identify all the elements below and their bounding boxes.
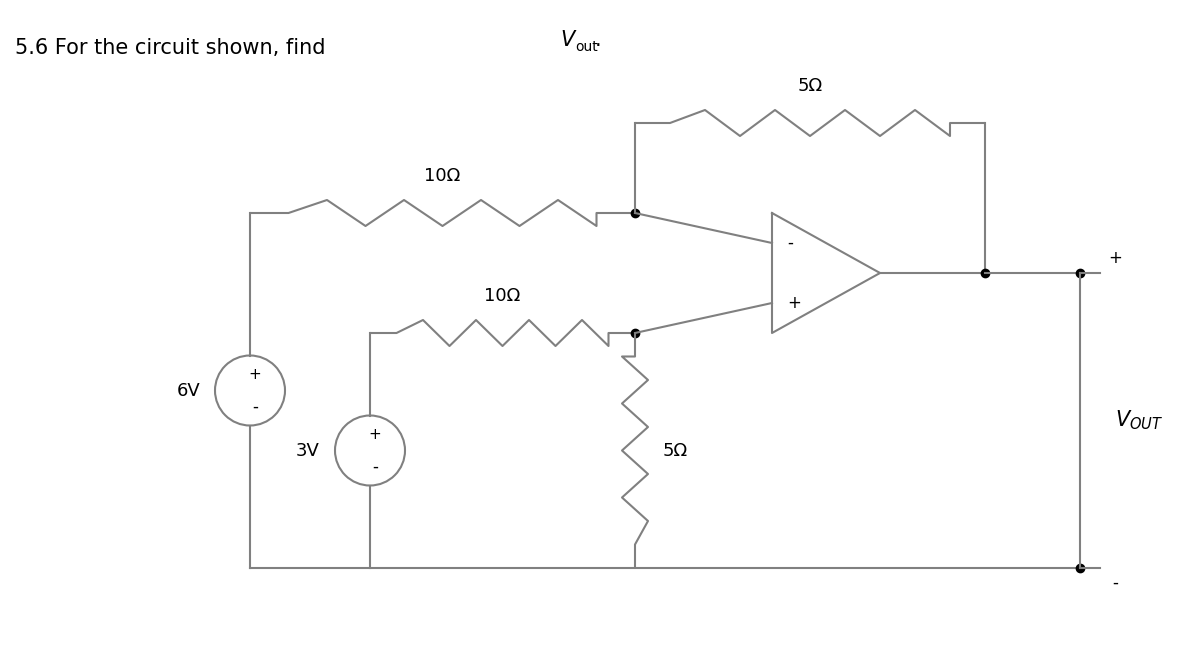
Text: 6V: 6V <box>176 381 200 399</box>
Text: 3V: 3V <box>296 442 320 460</box>
Text: out: out <box>575 40 598 54</box>
Text: 5.6 For the circuit shown, find: 5.6 For the circuit shown, find <box>14 38 332 58</box>
Text: +: + <box>1108 249 1122 267</box>
Text: V: V <box>560 30 575 50</box>
Text: +: + <box>248 367 262 382</box>
Text: 10Ω: 10Ω <box>485 287 521 305</box>
Text: -: - <box>787 234 793 252</box>
Text: 5Ω: 5Ω <box>798 77 822 95</box>
Text: +: + <box>787 294 800 312</box>
Text: -: - <box>1112 574 1118 592</box>
Text: -: - <box>252 397 258 415</box>
Text: 10Ω: 10Ω <box>425 167 461 185</box>
Text: -: - <box>372 458 378 475</box>
Text: $V_{OUT}$: $V_{OUT}$ <box>1115 409 1163 432</box>
Text: 5Ω: 5Ω <box>662 442 688 460</box>
Text: .: . <box>595 30 601 50</box>
Text: +: + <box>368 428 382 442</box>
